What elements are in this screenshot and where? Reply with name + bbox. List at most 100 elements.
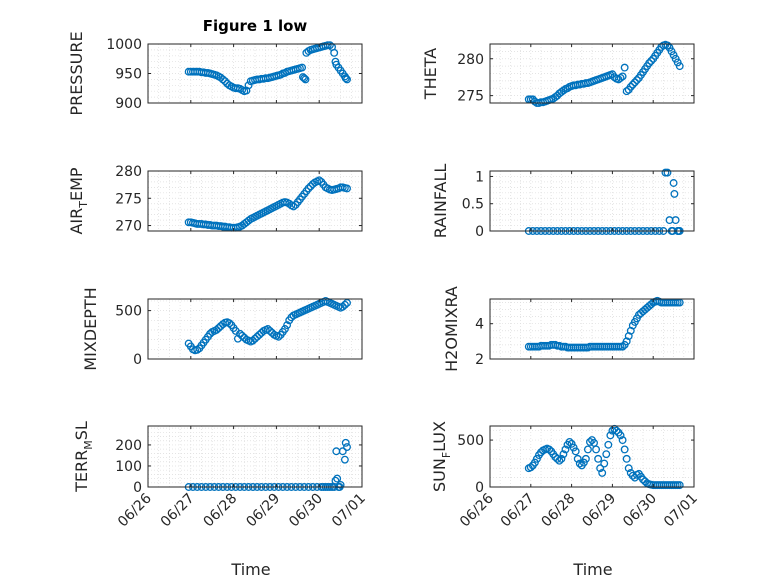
data-point [596, 464, 605, 473]
data-point [341, 74, 350, 83]
data-point [343, 443, 351, 451]
data-point [675, 62, 684, 71]
y-tick-label: 275 [457, 89, 484, 105]
y-tick-label: 0 [475, 224, 484, 240]
data-point [338, 302, 347, 311]
y-axis-label-rainfall: RAINFALL [431, 164, 450, 239]
data-point [671, 216, 680, 225]
data-point [616, 431, 625, 440]
series-markers [524, 296, 684, 352]
y-axis-label-sun-flux: SUNFLUX [430, 421, 453, 492]
series-markers [524, 424, 684, 490]
data-point [289, 202, 298, 211]
y-axis-label-mixdepth: MIXDEPTH [81, 287, 100, 370]
data-point [301, 75, 310, 84]
data-point [330, 48, 339, 57]
y-tick-label: 500 [115, 304, 142, 320]
data-point [581, 454, 590, 463]
data-point [571, 447, 580, 456]
data-point [573, 454, 582, 463]
data-point [563, 84, 572, 93]
grid-lines [489, 170, 695, 232]
data-point [602, 450, 611, 459]
data-point [545, 445, 554, 454]
y-tick-label: 280 [457, 52, 484, 68]
data-point [622, 87, 631, 96]
data-point [624, 464, 633, 473]
data-point [338, 447, 347, 456]
y-axis-label-air-temp: AIRTEMP [67, 167, 90, 234]
data-point [343, 184, 351, 193]
y-tick-label: 1 [475, 169, 484, 185]
data-point [592, 445, 601, 454]
series-markers [184, 296, 351, 355]
x-axis-label: Time [572, 560, 612, 579]
y-tick-label: 280 [115, 164, 142, 180]
data-point [567, 439, 576, 448]
data-point [315, 176, 324, 185]
panel-pressure: 900 950 1000 Figure 1 low PRESSURE [67, 17, 363, 116]
data-point [618, 72, 627, 81]
data-point [221, 77, 229, 86]
data-point [248, 336, 257, 345]
data-point [579, 458, 588, 467]
panel-theta: 275 280 THETA [421, 40, 695, 107]
data-point [565, 438, 574, 446]
y-tick-label: 270 [115, 219, 142, 235]
data-point [663, 41, 672, 50]
data-point [663, 168, 672, 177]
y-tick-label: 950 [115, 67, 142, 83]
data-point [561, 445, 570, 454]
data-point [238, 331, 247, 340]
data-point [283, 321, 292, 330]
data-point [212, 326, 221, 334]
grid-lines [147, 170, 363, 232]
y-tick-label: 200 [115, 438, 142, 454]
data-point [618, 436, 627, 445]
series-markers [184, 41, 351, 96]
data-point [675, 481, 684, 490]
panel-h2omixra: 2 4 H2OMIXRA [442, 286, 695, 372]
grid-lines [147, 426, 363, 488]
data-point [618, 342, 627, 351]
data-point [569, 443, 578, 452]
x-axis-label: Time [230, 560, 270, 579]
y-tick-label: 4 [475, 317, 484, 333]
data-point [341, 438, 350, 447]
data-point [251, 334, 259, 343]
data-point [281, 325, 289, 333]
data-point [612, 426, 621, 435]
y-tick-label: 275 [115, 191, 142, 207]
data-point [340, 455, 349, 464]
grid-lines [489, 299, 695, 360]
grid-lines [489, 426, 695, 488]
data-point [331, 476, 340, 485]
data-point [263, 325, 272, 333]
data-point [626, 82, 635, 91]
y-tick-label: 0 [475, 480, 484, 496]
data-point [557, 454, 566, 463]
y-tick-label: 0 [133, 352, 142, 368]
data-point [555, 456, 564, 465]
data-point [559, 86, 568, 95]
y-tick-label: 2 [475, 352, 484, 368]
data-point [647, 57, 656, 65]
data-point [304, 184, 313, 193]
data-point [343, 75, 351, 84]
data-point [300, 74, 309, 83]
data-point [622, 454, 631, 463]
data-point [620, 445, 629, 454]
data-point [325, 41, 334, 50]
y-tick-label: 100 [115, 459, 142, 475]
data-point [670, 189, 679, 198]
y-tick-label: 0 [133, 480, 142, 496]
panel-mixdepth: 0 500 MIXDEPTH [81, 287, 363, 371]
data-point [645, 59, 654, 68]
data-point [553, 454, 562, 463]
data-point [530, 458, 539, 467]
data-point [586, 438, 594, 446]
data-point [669, 179, 678, 187]
data-point [236, 329, 244, 338]
y-axis-label-terr-msl: TERRMSL [72, 421, 95, 493]
data-point [532, 454, 541, 463]
